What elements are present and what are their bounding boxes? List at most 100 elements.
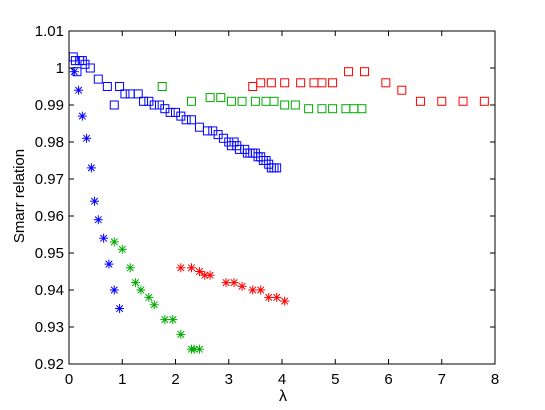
y-tick-label: 0.93 bbox=[35, 319, 64, 336]
square-marker bbox=[458, 96, 468, 106]
square-marker bbox=[397, 85, 407, 95]
square-marker bbox=[226, 96, 236, 106]
star-marker bbox=[160, 315, 170, 325]
y-tick-label: 0.92 bbox=[35, 356, 64, 373]
star-marker bbox=[264, 292, 274, 302]
square-marker bbox=[309, 78, 319, 88]
square-marker bbox=[479, 96, 489, 106]
star-marker bbox=[221, 278, 231, 288]
star-marker bbox=[109, 285, 119, 295]
data-marks bbox=[68, 52, 489, 354]
y-tick-label: 1 bbox=[56, 60, 64, 77]
x-axis-ticks: 0 1 2 3 4 5 6 7 8 bbox=[65, 31, 499, 388]
square-marker bbox=[115, 82, 125, 91]
square-marker bbox=[360, 67, 370, 77]
star-marker bbox=[99, 233, 109, 243]
star-marker bbox=[168, 315, 178, 325]
series-2 bbox=[69, 67, 125, 313]
square-marker bbox=[341, 104, 351, 114]
star-marker bbox=[93, 215, 103, 225]
square-marker bbox=[194, 122, 204, 132]
square-marker bbox=[328, 78, 338, 88]
square-marker bbox=[125, 89, 135, 99]
y-axis-label: Smarr relation bbox=[11, 149, 28, 243]
x-tick-label: 0 bbox=[65, 371, 73, 388]
star-marker bbox=[194, 344, 204, 354]
y-axis-ticks: 0.92 0.93 0.94 0.95 0.96 0.97 0.98 0.99 1 1.01 bbox=[35, 23, 495, 373]
star-marker bbox=[149, 300, 159, 310]
y-tick-label: 0.99 bbox=[35, 97, 64, 114]
square-marker bbox=[256, 78, 266, 88]
square-marker bbox=[328, 104, 338, 114]
square-marker bbox=[202, 126, 212, 136]
square-marker bbox=[102, 82, 112, 91]
y-tick-label: 0.94 bbox=[35, 282, 64, 299]
square-marker bbox=[269, 96, 279, 106]
star-marker bbox=[115, 304, 125, 313]
y-tick-label: 0.96 bbox=[35, 208, 64, 225]
square-marker bbox=[317, 78, 327, 88]
square-marker bbox=[272, 163, 282, 173]
plot-frame bbox=[68, 30, 496, 365]
y-tick-label: 1.01 bbox=[35, 23, 64, 40]
square-marker bbox=[280, 100, 290, 110]
star-marker bbox=[229, 278, 239, 288]
star-marker bbox=[90, 196, 100, 206]
star-marker bbox=[144, 292, 154, 302]
square-marker bbox=[317, 104, 327, 114]
star-marker bbox=[77, 111, 87, 121]
star-marker bbox=[104, 259, 114, 269]
star-marker bbox=[176, 263, 186, 273]
star-marker bbox=[186, 263, 196, 273]
square-marker bbox=[120, 89, 130, 99]
star-marker bbox=[272, 292, 282, 302]
square-marker bbox=[280, 78, 290, 88]
square-marker bbox=[157, 82, 167, 91]
square-marker bbox=[261, 96, 271, 106]
square-marker bbox=[344, 67, 354, 77]
star-marker bbox=[176, 329, 186, 339]
star-marker bbox=[237, 281, 247, 291]
square-marker bbox=[304, 104, 314, 114]
x-tick-label: 4 bbox=[278, 371, 286, 388]
star-marker bbox=[280, 296, 290, 306]
square-marker bbox=[181, 115, 191, 125]
square-marker bbox=[381, 78, 391, 88]
series-6 bbox=[176, 263, 290, 306]
square-marker bbox=[250, 96, 260, 106]
x-tick-label: 6 bbox=[384, 371, 392, 388]
star-marker bbox=[256, 285, 266, 295]
star-marker bbox=[136, 285, 146, 295]
square-marker bbox=[290, 100, 300, 110]
star-marker bbox=[205, 270, 215, 280]
x-tick-label: 2 bbox=[171, 371, 179, 388]
square-marker bbox=[93, 74, 103, 84]
square-marker bbox=[186, 115, 196, 125]
x-tick-label: 7 bbox=[438, 371, 446, 388]
square-marker bbox=[139, 96, 149, 106]
star-marker bbox=[86, 163, 96, 173]
star-marker bbox=[117, 244, 127, 254]
star-marker bbox=[69, 67, 79, 77]
square-marker bbox=[216, 93, 226, 103]
square-marker bbox=[296, 78, 306, 88]
star-marker bbox=[74, 85, 84, 95]
series-1 bbox=[68, 52, 282, 173]
square-marker bbox=[437, 96, 447, 106]
x-tick-label: 3 bbox=[225, 371, 233, 388]
y-tick-label: 0.97 bbox=[35, 171, 64, 188]
x-tick-label: 1 bbox=[118, 371, 126, 388]
series-4 bbox=[109, 237, 204, 354]
square-marker bbox=[109, 100, 119, 110]
y-tick-label: 0.98 bbox=[35, 134, 64, 151]
star-marker bbox=[109, 237, 119, 247]
square-marker bbox=[415, 96, 425, 106]
series-3 bbox=[157, 82, 367, 114]
square-marker bbox=[237, 96, 247, 106]
square-marker bbox=[266, 78, 276, 88]
square-marker bbox=[349, 104, 359, 114]
x-axis-label: λ bbox=[279, 388, 287, 405]
square-marker bbox=[357, 104, 367, 114]
square-marker bbox=[149, 100, 159, 110]
